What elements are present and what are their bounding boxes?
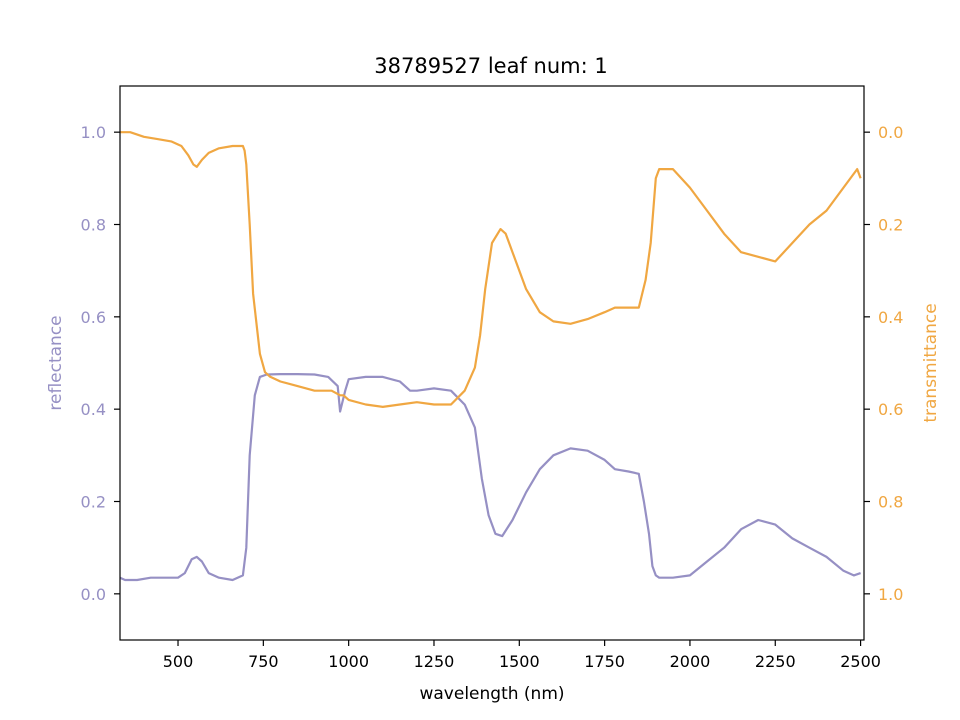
x-tick-label: 750: [248, 652, 279, 671]
plot-frame: [119, 85, 865, 641]
x-tick-label: 2250: [755, 652, 796, 671]
right-y-tick-label: 1.0: [878, 585, 903, 604]
right-y-tick-label: 0.4: [878, 308, 903, 327]
right-y-tick-label: 0.0: [878, 123, 903, 142]
x-tick-label: 1500: [499, 652, 540, 671]
left-y-axis: 0.0 0.2 0.4 0.6 0.8 1.0: [81, 123, 120, 604]
right-y-axis-label: transmittance: [921, 303, 941, 422]
left-y-tick-label: 0.8: [81, 216, 106, 235]
transmittance-line: [120, 131, 862, 408]
x-tick-label: 2000: [670, 652, 711, 671]
x-tick-label: 1750: [584, 652, 625, 671]
x-tick-label: 2500: [840, 652, 881, 671]
plot-area: [119, 131, 862, 582]
right-y-tick-label: 0.8: [878, 493, 903, 512]
x-axis-label: wavelength (nm): [419, 684, 564, 704]
left-y-tick-label: 0.4: [81, 400, 106, 419]
right-y-tick-label: 0.2: [878, 216, 903, 235]
reflectance-line: [119, 373, 861, 582]
right-y-tick-label: 0.6: [878, 400, 903, 419]
x-tick-label: 1000: [328, 652, 369, 671]
x-tick-label: 1250: [414, 652, 455, 671]
x-axis: 500 750 1000 1250 1500 1750 2000 2250 2500: [163, 640, 881, 671]
left-y-tick-label: 0.0: [81, 585, 106, 604]
right-y-axis: 0.0 0.2 0.4 0.6 0.8 1.0: [864, 123, 903, 604]
x-tick-label: 500: [163, 652, 194, 671]
left-y-tick-label: 1.0: [81, 123, 106, 142]
chart-title: 38789527 leaf num: 1: [374, 54, 607, 78]
left-y-tick-label: 0.6: [81, 308, 106, 327]
left-y-axis-label: reflectance: [46, 315, 66, 410]
left-y-tick-label: 0.2: [81, 493, 106, 512]
